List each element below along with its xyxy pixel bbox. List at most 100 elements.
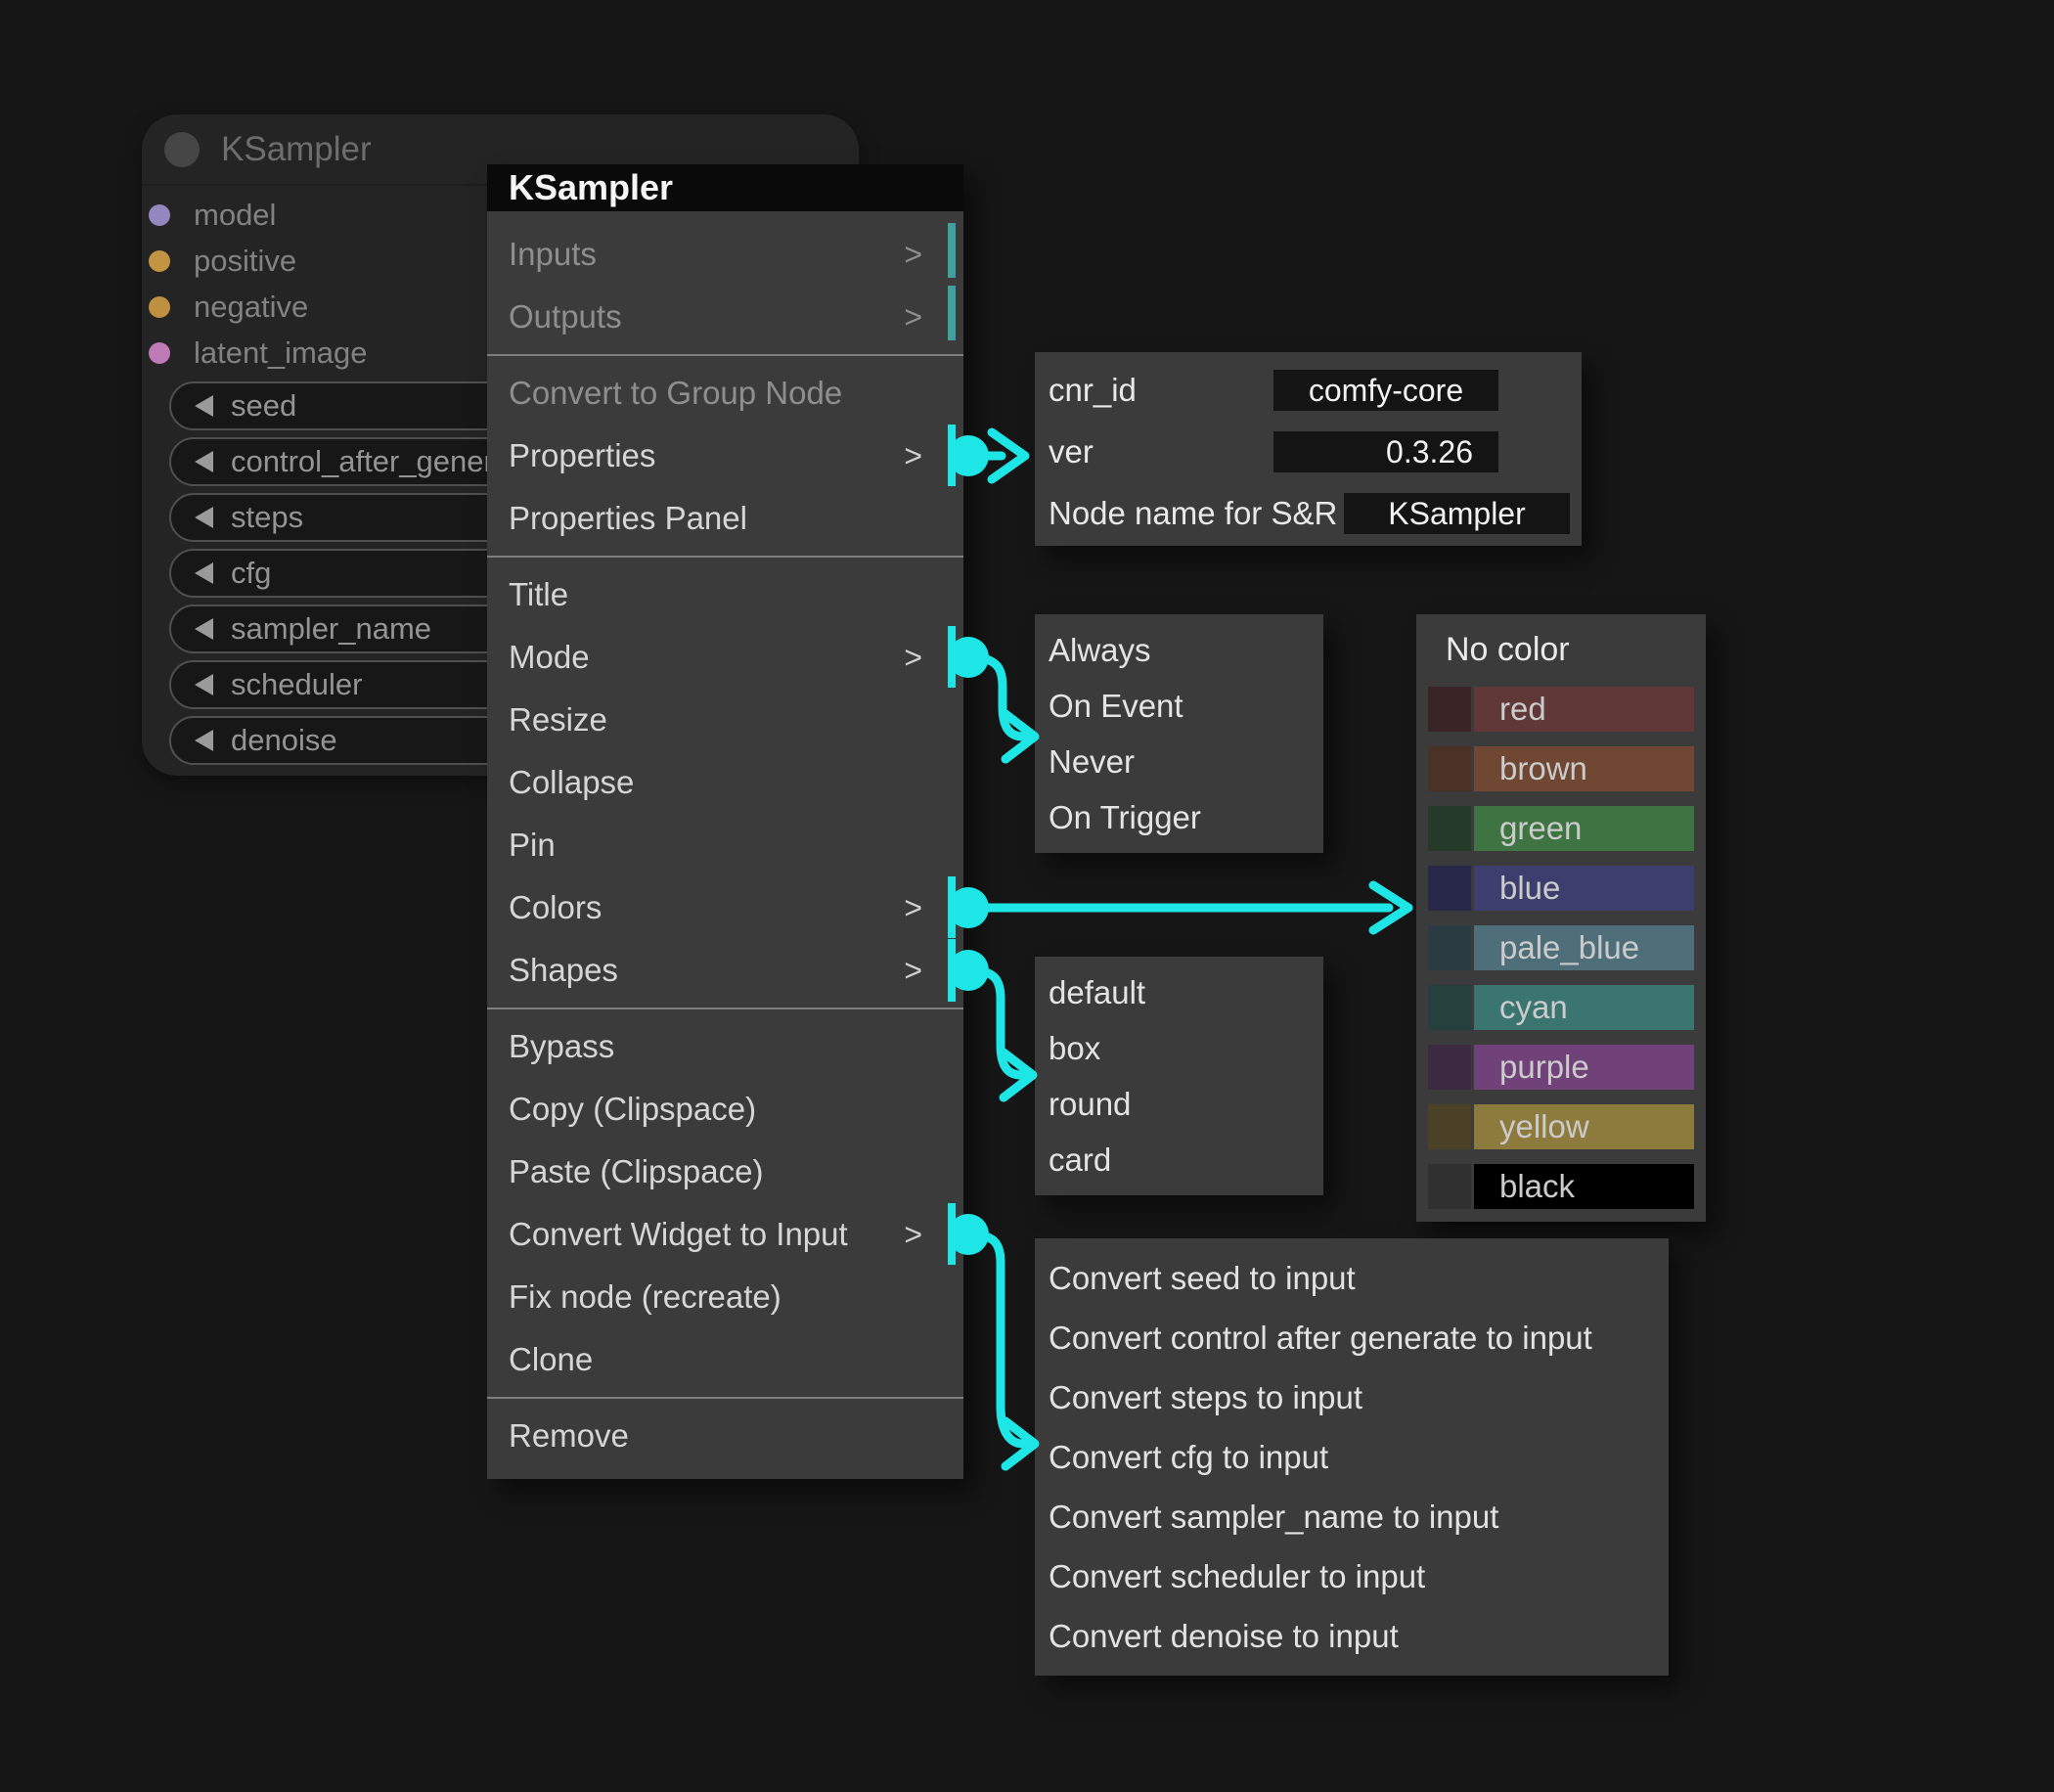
menu-item[interactable]: Collapse <box>487 751 963 814</box>
widget-left-arrow-icon[interactable] <box>195 395 213 417</box>
property-value-field[interactable]: 0.3.26 <box>1273 431 1498 472</box>
menu-item[interactable] <box>487 1008 963 1009</box>
menu-item[interactable]: Fix node (recreate) <box>487 1266 963 1328</box>
menu-item-label: Copy (Clipspace) <box>509 1091 757 1127</box>
menu-item[interactable]: Clone <box>487 1328 963 1391</box>
color-menu-item[interactable]: blue <box>1416 861 1706 916</box>
input-slot: latent_image <box>142 336 368 370</box>
menu-item-label: Convert Widget to Input <box>509 1216 848 1252</box>
color-menu-item[interactable]: red <box>1416 682 1706 737</box>
menu-item[interactable]: Inputs > <box>487 223 963 286</box>
color-label: cyan <box>1499 989 1568 1025</box>
menu-item[interactable]: Remove <box>487 1405 963 1467</box>
widget-left-arrow-icon[interactable] <box>195 730 213 751</box>
convert-menu-item[interactable]: Convert sampler_name to input <box>1049 1498 1499 1535</box>
color-menu-item[interactable]: yellow <box>1416 1099 1706 1154</box>
color-label: black <box>1499 1168 1576 1204</box>
chevron-right-icon: > <box>904 639 922 675</box>
menu-item[interactable]: Convert Widget to Input > <box>487 1203 963 1266</box>
input-slot: positive <box>142 244 368 278</box>
mode-menu-item[interactable]: Never <box>1049 742 1136 780</box>
color-menu-item[interactable]: green <box>1416 801 1706 856</box>
menu-item[interactable]: Outputs > <box>487 286 963 348</box>
menu-item-label: Resize <box>509 701 607 738</box>
input-slot: model <box>142 198 368 232</box>
menu-item[interactable] <box>487 1397 963 1399</box>
menu-item[interactable] <box>487 556 963 558</box>
widget-label: steps <box>231 500 304 534</box>
color-menu-item[interactable]: No color <box>1416 622 1706 677</box>
chevron-right-icon: > <box>904 1216 922 1252</box>
chevron-right-icon: > <box>904 889 922 925</box>
color-menu-item[interactable]: cyan <box>1416 980 1706 1035</box>
input-port-icon[interactable] <box>149 204 170 226</box>
context-menu-items: Inputs > Outputs > Convert to Group Node… <box>487 211 963 1479</box>
widget-left-arrow-icon[interactable] <box>195 562 213 584</box>
widget-left-arrow-icon[interactable] <box>195 507 213 528</box>
mode-menu-item[interactable]: On Event <box>1049 687 1183 724</box>
menu-item[interactable]: Shapes > <box>487 939 963 1002</box>
input-port-icon[interactable] <box>149 250 170 272</box>
color-swatch-icon <box>1428 806 1471 851</box>
menu-item[interactable]: Properties Panel <box>487 487 963 550</box>
menu-item-label: Mode <box>509 639 590 675</box>
shape-menu-item[interactable]: round <box>1049 1085 1132 1122</box>
widget-left-arrow-icon[interactable] <box>195 674 213 695</box>
menu-item[interactable]: Bypass <box>487 1015 963 1078</box>
color-label: purple <box>1499 1049 1589 1085</box>
shape-menu-item[interactable]: default <box>1049 973 1146 1010</box>
color-menu-item[interactable]: purple <box>1416 1040 1706 1095</box>
menu-item[interactable]: Mode > <box>487 626 963 689</box>
menu-item[interactable]: Copy (Clipspace) <box>487 1078 963 1141</box>
color-label: green <box>1499 810 1583 846</box>
input-slot-label: negative <box>194 290 309 324</box>
menu-item[interactable]: Colors > <box>487 876 963 939</box>
color-menu-item[interactable]: brown <box>1416 741 1706 796</box>
property-value-field[interactable]: KSampler <box>1344 493 1570 534</box>
shape-menu-item[interactable]: card <box>1049 1141 1112 1178</box>
color-label: No color <box>1446 630 1570 668</box>
convert-menu-item[interactable]: Convert control after generate to input <box>1049 1319 1592 1356</box>
menu-item-label: Fix node (recreate) <box>509 1278 781 1315</box>
shapes-submenu: default box round card <box>1035 957 1323 1195</box>
color-bar: blue <box>1474 866 1694 911</box>
node-collapse-dot-icon[interactable] <box>164 131 200 167</box>
menu-item[interactable]: Paste (Clipspace) <box>487 1141 963 1203</box>
widget-left-arrow-icon[interactable] <box>195 618 213 640</box>
convert-menu-item[interactable]: Convert seed to input <box>1049 1259 1356 1296</box>
input-slot-label: positive <box>194 244 297 278</box>
color-swatch-icon <box>1428 985 1471 1030</box>
convert-menu-item[interactable]: Convert denoise to input <box>1049 1617 1399 1654</box>
input-slot: negative <box>142 290 368 324</box>
color-swatch-icon <box>1428 746 1471 791</box>
menu-item[interactable]: Pin <box>487 814 963 876</box>
widget-left-arrow-icon[interactable] <box>195 451 213 472</box>
property-label: cnr_id <box>1049 372 1137 408</box>
property-row: ver 0.3.26 <box>1035 430 1582 473</box>
convert-menu-item[interactable]: Convert steps to input <box>1049 1378 1363 1415</box>
menu-item[interactable] <box>487 354 963 356</box>
color-bar: No color <box>1428 627 1694 672</box>
menu-item[interactable]: Title <box>487 563 963 626</box>
menu-item[interactable]: Convert to Group Node <box>487 362 963 425</box>
property-value-field[interactable]: comfy-core <box>1273 370 1498 411</box>
menu-item[interactable]: Properties > <box>487 425 963 487</box>
mode-menu-item[interactable]: On Trigger <box>1049 798 1201 835</box>
shape-menu-item[interactable]: box <box>1049 1029 1101 1066</box>
menu-item-label: Properties <box>509 437 656 473</box>
color-menu-item[interactable]: black <box>1416 1159 1706 1214</box>
input-port-icon[interactable] <box>149 296 170 318</box>
color-menu-item[interactable]: pale_blue <box>1416 920 1706 975</box>
input-port-icon[interactable] <box>149 342 170 364</box>
convert-menu-item[interactable]: Convert scheduler to input <box>1049 1557 1426 1594</box>
mode-menu-item[interactable]: Always <box>1049 631 1151 668</box>
convert-menu-item[interactable]: Convert cfg to input <box>1049 1438 1329 1475</box>
mode-submenu: Always On Event Never On Trigger <box>1035 614 1323 853</box>
color-label: yellow <box>1499 1108 1589 1144</box>
menu-item[interactable]: Resize <box>487 689 963 751</box>
color-bar: black <box>1474 1164 1694 1209</box>
menu-item-label: Pin <box>509 827 556 863</box>
color-bar: purple <box>1474 1045 1694 1090</box>
node-title: KSampler <box>221 129 372 168</box>
menu-item-label: Inputs <box>509 236 597 272</box>
